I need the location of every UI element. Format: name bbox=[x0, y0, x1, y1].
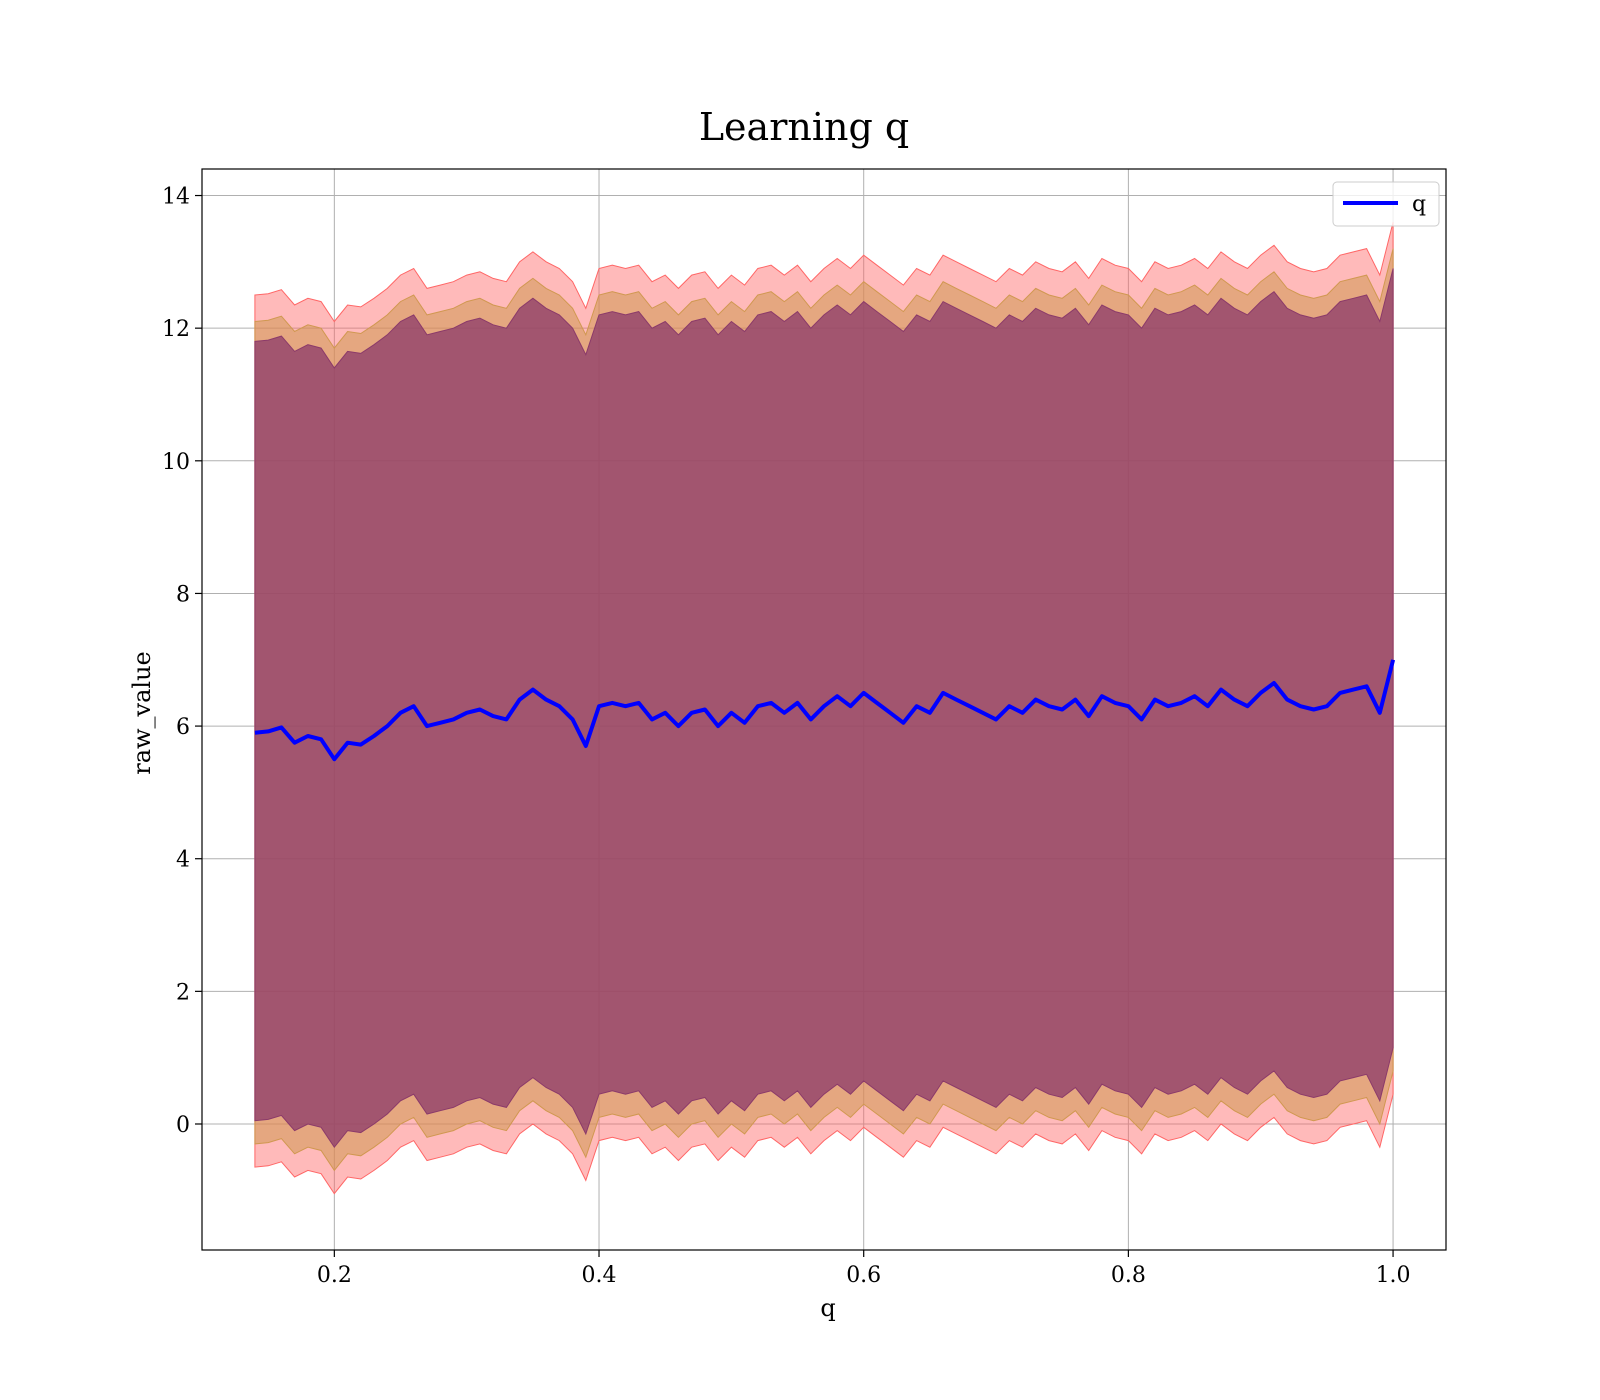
x-tick-label: 0.2 bbox=[317, 1263, 352, 1288]
y-tick-label: 4 bbox=[176, 848, 190, 873]
chart-title: Learning q bbox=[699, 105, 909, 149]
y-tick-label: 10 bbox=[162, 450, 190, 475]
y-tick-label: 6 bbox=[176, 715, 190, 740]
y-tick-label: 2 bbox=[176, 980, 190, 1005]
y-tick-label: 0 bbox=[176, 1113, 190, 1138]
x-tick-label: 0.8 bbox=[1111, 1263, 1146, 1288]
x-axis-label: q bbox=[820, 1294, 835, 1322]
y-tick-label: 12 bbox=[162, 317, 190, 342]
y-tick-label: 14 bbox=[162, 185, 190, 210]
plot-area: 0.2 0.4 0.6 0.8 1.0 0 2 4 6 8 10 12 14 bbox=[162, 168, 1447, 1288]
y-tick-label: 8 bbox=[176, 582, 190, 607]
x-tick-label: 1.0 bbox=[1376, 1263, 1411, 1288]
legend-label-q: q bbox=[1412, 192, 1426, 217]
legend: q bbox=[1332, 181, 1440, 227]
plot-frame bbox=[201, 168, 1447, 1251]
x-tick-label: 0.6 bbox=[846, 1263, 881, 1288]
series-line-q bbox=[254, 659, 1396, 762]
x-tick-label: 0.4 bbox=[582, 1263, 617, 1288]
y-axis-label: raw_value bbox=[128, 651, 156, 775]
